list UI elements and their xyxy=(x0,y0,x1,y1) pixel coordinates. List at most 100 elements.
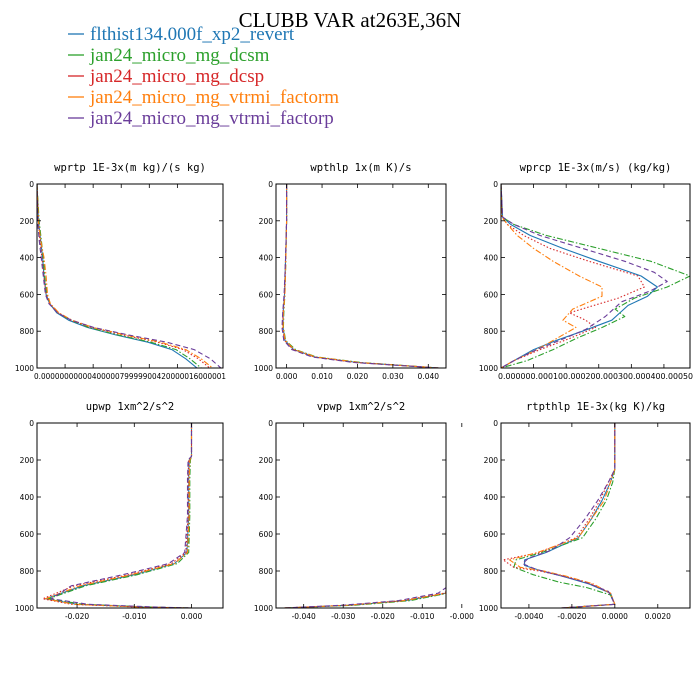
legend-label: jan24_micro_mg_dcsp xyxy=(89,66,264,87)
series-line xyxy=(50,423,193,608)
y-tick-label: 0 xyxy=(268,419,273,428)
y-tick-label: 800 xyxy=(484,327,499,336)
x-tick-label: 0.040 xyxy=(418,372,440,381)
y-tick-label: 0 xyxy=(29,180,34,189)
series-line xyxy=(282,184,439,368)
plot-frame xyxy=(36,183,224,369)
y-tick-label: 200 xyxy=(259,217,274,226)
series-line xyxy=(281,184,439,368)
series-line xyxy=(283,592,446,608)
plot-frame xyxy=(500,422,691,609)
y-tick-label: 600 xyxy=(259,530,274,539)
legend-label: flthist134.000f_xp2_revert xyxy=(90,24,295,45)
y-tick-label: 600 xyxy=(484,530,499,539)
y-tick-label: 1000 xyxy=(479,604,498,613)
x-tick-label: -0.0040 xyxy=(514,612,543,621)
panels: wprtp 1E-3x(m kg)/(s kg) 0 200 400 600 800 100… xyxy=(15,162,693,621)
y-tick-label: 800 xyxy=(20,567,35,576)
y-tick-label: 400 xyxy=(484,493,499,502)
series-group xyxy=(281,184,439,368)
panel-title: vpwp 1xm^2/s^2 xyxy=(317,401,406,413)
panel-3: wprcp 1E-3x(m/s) (kg/kg) 0 200 400 600 800 100… xyxy=(479,162,693,381)
y-tick-label: 0 xyxy=(493,180,498,189)
legend-label: jan24_micro_mg_vtrmi_factorm xyxy=(89,87,339,108)
x-tick-labels-overlapped: 0.000000.000100.000200.000300.000400.000… xyxy=(498,372,693,381)
y-tick-label: 0 xyxy=(29,419,34,428)
x-tick-label: -0.040 xyxy=(292,612,316,621)
series-line xyxy=(524,423,616,608)
series-line xyxy=(37,184,213,368)
panel-5: vpwp 1xm^2/s^2 0 200 400 600 800 1000 -0.040 -0.… xyxy=(254,401,474,621)
plot-frame xyxy=(275,183,447,369)
y-tick-label: 1000 xyxy=(254,604,273,613)
y-tick-label: 0 xyxy=(268,180,273,189)
x-tick-label: 0.010 xyxy=(311,372,333,381)
y-tick-label: 800 xyxy=(259,327,274,336)
series-line xyxy=(37,184,211,368)
panel-title: wprtp 1E-3x(m kg)/(s kg) xyxy=(54,162,206,174)
plot-frame xyxy=(36,422,224,609)
x-tick-label: -0.000 xyxy=(450,612,474,621)
y-tick-label: 600 xyxy=(20,530,35,539)
x-tick-label: 0.020 xyxy=(347,372,369,381)
y-tick-label: 1000 xyxy=(479,364,498,373)
figure-title: CLUBB VAR at263E,36N xyxy=(239,8,462,32)
series-line xyxy=(281,184,439,368)
series-line xyxy=(45,423,193,608)
y-tick-label: 400 xyxy=(259,493,274,502)
y-tick-label: 200 xyxy=(20,456,35,465)
series-line xyxy=(37,184,202,368)
plot-frame xyxy=(275,422,447,609)
legend-label: jan24_micro_mg_dcsm xyxy=(89,45,270,66)
x-tick-label: -0.010 xyxy=(122,612,146,621)
x-tick-label: 0.0020 xyxy=(645,612,671,621)
panel-4: upwp 1xm^2/s^2 0 200 400 600 800 1000 -0.020 -0.… xyxy=(15,401,224,621)
y-tick-label: 800 xyxy=(20,327,35,336)
y-tick-label: 200 xyxy=(20,217,35,226)
plot-frame xyxy=(500,183,691,369)
y-tick-label: 600 xyxy=(484,290,499,299)
series-line xyxy=(509,423,616,608)
series-line xyxy=(521,423,616,608)
series-line xyxy=(501,184,690,368)
y-tick-label: 600 xyxy=(20,290,35,299)
series-line xyxy=(42,423,193,608)
legend-label: jan24_micro_mg_vtrmi_factorp xyxy=(89,108,334,129)
series-group xyxy=(37,184,222,368)
panel-title: wprcp 1E-3x(m/s) (kg/kg) xyxy=(520,162,672,174)
series-line xyxy=(501,184,603,368)
legend: flthist134.000f_xp2_revertjan24_micro_mg… xyxy=(68,24,339,129)
series-group xyxy=(42,423,193,608)
y-tick-label: 1000 xyxy=(254,364,273,373)
y-tick-label: 600 xyxy=(259,290,274,299)
y-tick-label: 400 xyxy=(259,254,274,263)
panel-6: rtpthlp 1E-3x(kg K)/kg 0 200 400 600 800 1000 -… xyxy=(479,401,691,621)
series-line xyxy=(501,184,658,368)
series-line xyxy=(283,591,446,608)
y-tick-label: 800 xyxy=(259,567,274,576)
series-line xyxy=(47,423,193,608)
x-tick-label: -0.0020 xyxy=(557,612,586,621)
x-tick-labels-overlapped: 0.00000000000400000799999004200000160000… xyxy=(34,372,226,381)
x-tick-label: 0.000 xyxy=(181,612,203,621)
panel-title: rtpthlp 1E-3x(kg K)/kg xyxy=(526,401,665,413)
x-tick-label: 0.030 xyxy=(382,372,404,381)
y-tick-label: 400 xyxy=(484,254,499,263)
series-group xyxy=(283,586,446,608)
y-tick-label: 400 xyxy=(20,254,35,263)
panel-title: wpthlp 1x(m K)/s xyxy=(310,162,411,174)
series-line xyxy=(282,184,439,368)
y-tick-label: 1000 xyxy=(15,364,34,373)
series-line xyxy=(37,184,222,368)
x-tick-label: -0.030 xyxy=(331,612,355,621)
y-tick-label: 200 xyxy=(259,456,274,465)
series-line xyxy=(283,592,446,608)
y-tick-label: 200 xyxy=(484,217,499,226)
series-group xyxy=(501,184,690,368)
x-tick-label: -0.020 xyxy=(371,612,395,621)
panel-title: upwp 1xm^2/s^2 xyxy=(86,401,175,413)
series-line xyxy=(501,184,645,368)
series-group xyxy=(502,423,616,608)
